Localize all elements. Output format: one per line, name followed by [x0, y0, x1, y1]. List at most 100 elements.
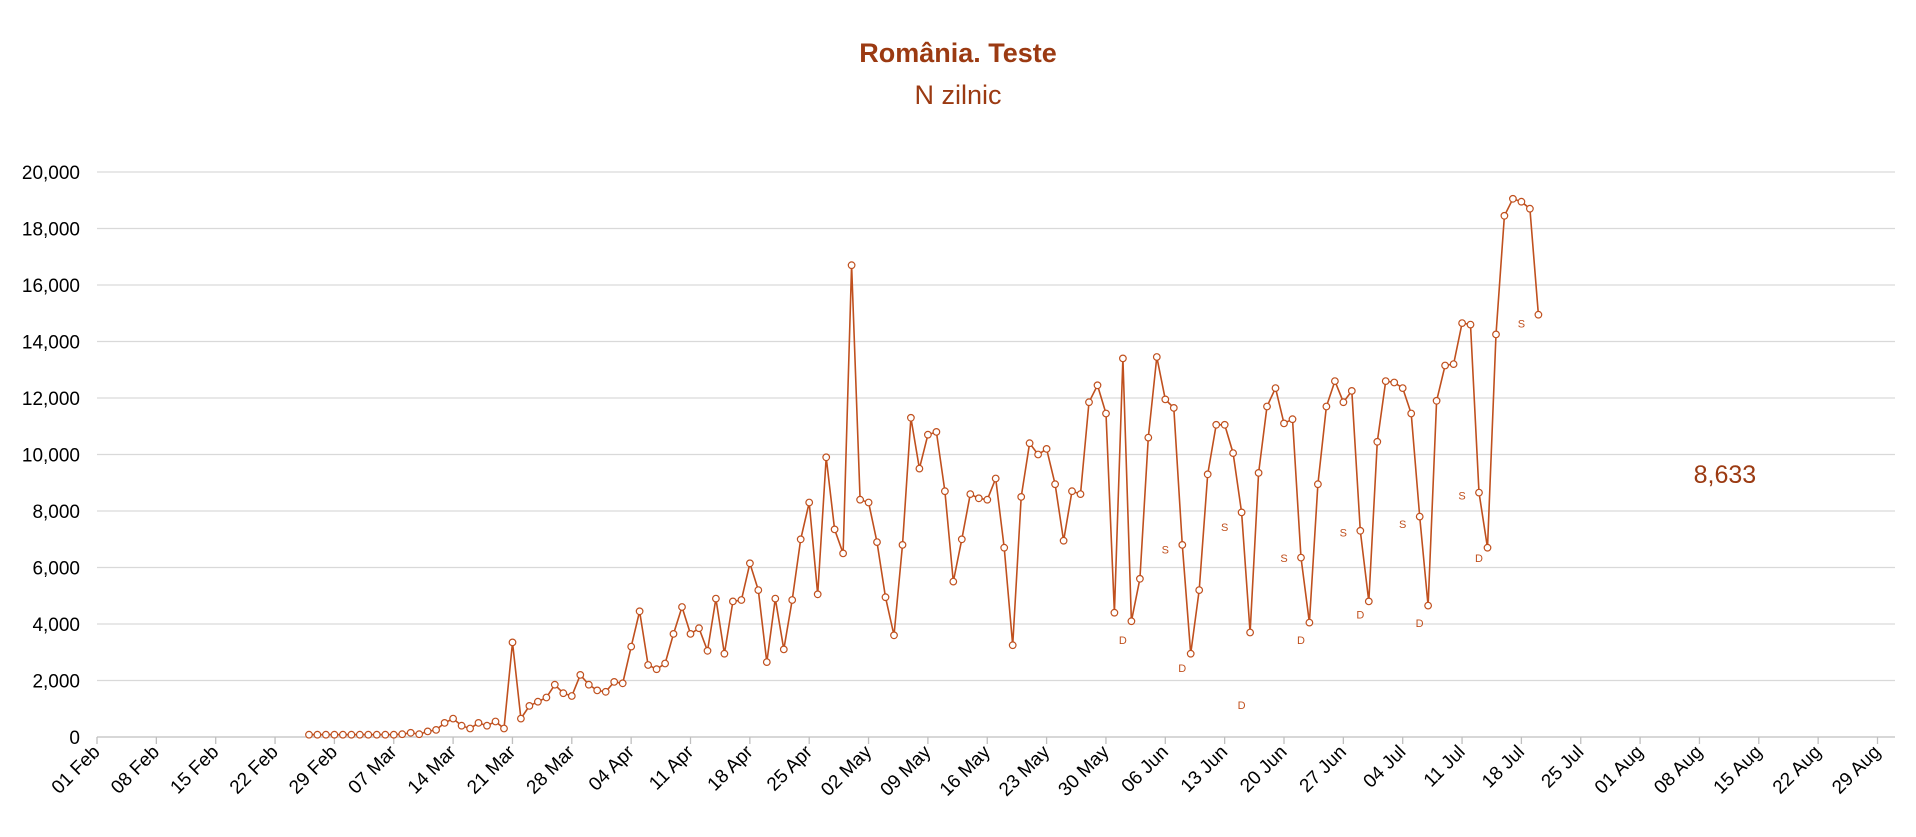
- data-point: [347, 730, 356, 739]
- x-tick-label: 08 Feb: [107, 742, 164, 799]
- data-point: [406, 728, 415, 737]
- data-point: [1169, 404, 1178, 412]
- data-point: [779, 645, 788, 654]
- data-point: [1415, 512, 1424, 521]
- data-point: [1297, 553, 1305, 562]
- data-point: [1356, 526, 1365, 535]
- data-point: [576, 671, 585, 679]
- x-tick-label: 01 Aug: [1591, 742, 1648, 799]
- latest-value-label: 8,633: [1694, 461, 1757, 489]
- y-tick-label: 18,000: [22, 220, 80, 241]
- data-point: [1000, 543, 1009, 552]
- data-point: [534, 697, 542, 706]
- series-line: [305, 194, 1543, 739]
- x-tick-label: 29 Feb: [285, 742, 342, 799]
- data-point: [856, 495, 864, 504]
- x-tick-label: 16 May: [936, 741, 995, 800]
- x-tick-label: 13 Jun: [1177, 742, 1232, 797]
- data-point: [924, 430, 932, 439]
- data-point: [423, 727, 432, 736]
- data-point: [1347, 387, 1356, 395]
- data-point: [805, 498, 814, 507]
- data-point: [372, 730, 381, 739]
- chart-title: România. Teste: [859, 38, 1057, 68]
- x-tick-label: 15 Aug: [1710, 742, 1767, 799]
- data-point: [483, 721, 491, 730]
- data-point: [1525, 204, 1534, 213]
- data-point: [669, 630, 678, 638]
- y-tick-label: 4,000: [32, 615, 80, 636]
- data-point: [890, 631, 898, 640]
- data-point: [678, 603, 686, 611]
- data-point: [1508, 194, 1517, 203]
- weekday-label: D: [1178, 663, 1186, 675]
- data-point: [1364, 597, 1373, 606]
- y-tick-label: 10,000: [22, 446, 80, 467]
- data-point: [966, 490, 975, 499]
- data-point: [1076, 490, 1085, 499]
- data-point: [1322, 402, 1331, 411]
- y-tick-label: 16,000: [22, 276, 80, 297]
- data-point: [1483, 543, 1492, 552]
- data-point: [830, 525, 839, 534]
- data-point: [737, 596, 746, 604]
- data-point: [1118, 354, 1127, 363]
- data-point: [754, 586, 763, 594]
- x-tick-label: 14 Mar: [404, 741, 461, 798]
- data-point: [1042, 445, 1051, 453]
- weekday-label: D: [1475, 553, 1483, 565]
- x-tick-label: 07 Mar: [345, 741, 402, 798]
- data-point: [1288, 415, 1297, 424]
- data-point: [873, 538, 881, 546]
- data-point: [627, 642, 636, 651]
- data-point: [517, 714, 525, 723]
- data-point: [712, 594, 720, 603]
- data-point: [720, 649, 729, 658]
- data-point: [440, 719, 449, 727]
- data-point: [1220, 420, 1229, 429]
- data-point: [1475, 488, 1483, 497]
- y-tick-label: 20,000: [22, 163, 80, 184]
- annotations: D S D S D S D S D S D S D S 8,633: [1119, 318, 1756, 711]
- x-tick-label: 28 Mar: [523, 741, 580, 798]
- data-point: [1110, 608, 1119, 617]
- data-point: [1144, 433, 1153, 442]
- y-tick-label: 6,000: [32, 559, 80, 580]
- weekday-label: S: [1280, 553, 1287, 565]
- weekday-label: D: [1238, 700, 1246, 712]
- data-point: [1093, 381, 1102, 390]
- data-point: [652, 665, 661, 674]
- data-point: [1330, 377, 1339, 386]
- x-axis: 01 Feb 08 Feb 15 Feb 22 Feb 29 Feb 07 Mar 14 M…: [48, 736, 1895, 801]
- weekday-label: S: [1518, 318, 1525, 330]
- data-point: [991, 474, 1000, 483]
- y-tick-label: 14,000: [22, 333, 80, 354]
- weekday-label: S: [1221, 522, 1228, 534]
- data-point: [398, 730, 407, 739]
- y-tick-label: 2,000: [32, 672, 80, 693]
- data-point: [1127, 617, 1136, 626]
- data-point: [1195, 586, 1204, 594]
- data-point: [1458, 319, 1466, 328]
- data-point: [1441, 361, 1449, 370]
- x-tick-label: 06 Jun: [1118, 742, 1173, 797]
- data-point: [1339, 398, 1348, 407]
- data-point: [355, 730, 364, 739]
- data-point: [1424, 601, 1432, 610]
- data-point: [1085, 398, 1093, 407]
- x-tick-label: 25 Jul: [1538, 742, 1589, 793]
- x-tick-label: 18 Apr: [704, 741, 758, 795]
- data-point: [1373, 437, 1382, 446]
- x-tick-label: 22 Aug: [1769, 742, 1826, 799]
- data-point: [746, 559, 754, 568]
- data-point: [729, 597, 737, 606]
- chart-subtitle: N zilnic: [914, 80, 1002, 110]
- data-point: [822, 453, 831, 462]
- weekday-label: D: [1416, 618, 1424, 630]
- data-point: [1449, 360, 1458, 369]
- data-point: [771, 594, 780, 603]
- x-tick-label: 18 Jul: [1478, 742, 1529, 793]
- x-tick-label: 20 Jun: [1236, 742, 1291, 797]
- data-point: [1398, 384, 1407, 393]
- data-point: [500, 724, 508, 733]
